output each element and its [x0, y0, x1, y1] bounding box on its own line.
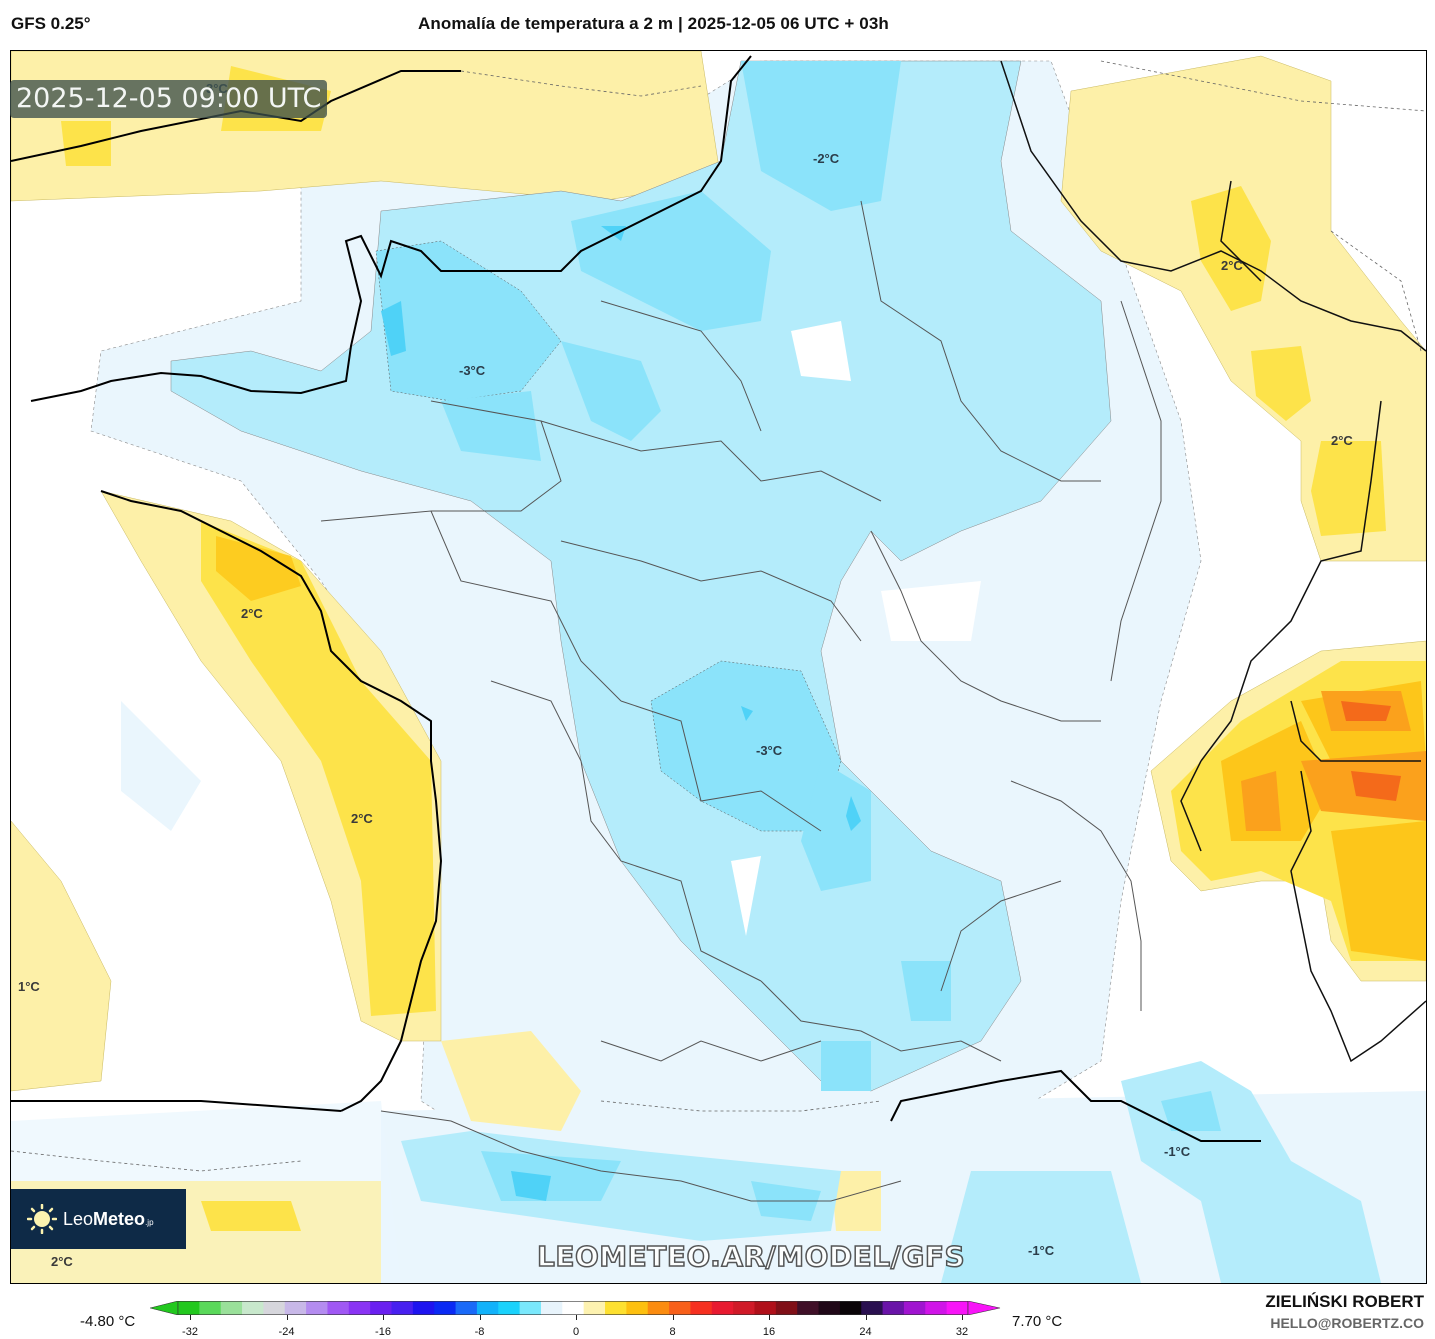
contour-label: -3°C — [459, 363, 486, 378]
contour-label: -3°C — [756, 743, 783, 758]
map-canvas — [11, 51, 1426, 1283]
author-email: HELLO@ROBERTZ.CO — [1270, 1315, 1424, 1331]
model-label: GFS 0.25° — [11, 14, 91, 33]
warm-top-left — [11, 51, 722, 202]
warm-west-edge — [11, 820, 112, 1092]
colorbar-tick-label: 0 — [572, 1326, 580, 1338]
colorbar-tick-label: -24 — [278, 1326, 295, 1338]
valid-time-badge: 2025-12-05 09:00 UTC — [10, 80, 328, 118]
colorbar-tick-label: 24 — [859, 1326, 872, 1338]
colorbar-tick-mark — [190, 1315, 191, 1320]
colorbar-tick-label: -32 — [182, 1326, 198, 1338]
colorbar-tick-mark — [286, 1315, 288, 1320]
colorbar-tick-mark — [672, 1315, 674, 1320]
contour-label: 2°C — [1331, 433, 1353, 448]
colorbar-tick-mark — [576, 1315, 577, 1320]
chart-title: Anomalía de temperatura a 2 m | 2025-12-… — [418, 14, 889, 33]
contour-label: 2°C — [351, 811, 373, 826]
colorbar — [150, 1301, 1001, 1315]
contour-label: 2°C — [241, 606, 263, 621]
temperature-anomaly-map: 3°C -2°C -3°C 2°C 2°C 2°C -3°C 2°C 1°C -… — [10, 50, 1427, 1284]
contour-label: -1°C — [1164, 1144, 1191, 1159]
source-watermark: LEOMETEO.AR/MODEL/GFS — [536, 1239, 966, 1274]
colorbar-tick-label: -16 — [375, 1326, 391, 1338]
contour-lines — [11, 60, 1426, 1172]
author-name: ZIELIŃSKI ROBERT — [1265, 1292, 1424, 1311]
sun-icon — [27, 1204, 57, 1234]
warm-northeast — [1060, 55, 1426, 562]
contour-label: 2°C — [1221, 258, 1243, 273]
country-borders — [1000, 60, 1426, 1063]
colorbar-tick-mark — [962, 1315, 963, 1320]
logo-text: LeoMeteo.jp — [63, 1208, 154, 1229]
colorbar-min-label: -4.80 °C — [80, 1313, 136, 1330]
contour-label: -1°C — [1028, 1243, 1055, 1258]
colorbar-tick-mark — [479, 1315, 481, 1320]
contour-label: 1°C — [18, 979, 40, 994]
colorbar-tick-label: 16 — [762, 1326, 776, 1338]
cold-mid-area — [375, 240, 562, 402]
coastline — [11, 55, 1261, 1142]
colorbar-max-label: 7.70 °C — [1012, 1313, 1063, 1330]
colorbar-tick-mark — [865, 1315, 867, 1320]
colorbar-tick-label: 8 — [669, 1326, 676, 1338]
colorbar-tick-label: 32 — [955, 1326, 969, 1338]
colorbar-tick-label: -8 — [474, 1326, 485, 1338]
region-borders — [320, 200, 1162, 1202]
contour-label: -2°C — [813, 151, 840, 166]
colorbar-tick-mark — [383, 1315, 384, 1320]
leometeo-logo: LeoMeteo.jp — [11, 1189, 186, 1249]
contour-label: 2°C — [51, 1254, 73, 1269]
colorbar-tick-mark — [769, 1315, 770, 1320]
